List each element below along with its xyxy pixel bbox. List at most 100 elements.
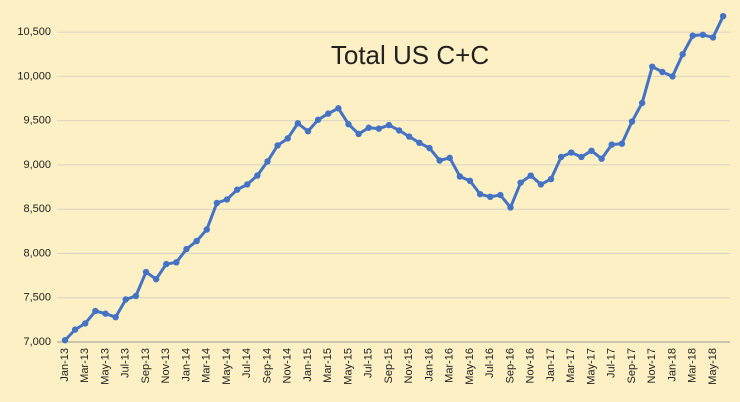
x-tick-label: Sep-17 [626, 348, 638, 383]
marker [578, 153, 585, 161]
x-tick-label: Sep-16 [504, 348, 516, 383]
y-tick-label: 8,000 [23, 247, 51, 259]
x-tick-label: Mar-15 [322, 348, 334, 383]
marker [699, 31, 707, 38]
marker [112, 314, 119, 321]
marker [335, 105, 342, 112]
y-tick-label: 7,500 [23, 292, 51, 304]
x-tick-label: Nov-13 [160, 348, 172, 383]
marker [628, 118, 636, 125]
x-tick-label: Jan-17 [545, 348, 557, 382]
x-tick-label: Jan-16 [423, 348, 435, 382]
marker [659, 68, 666, 76]
marker [618, 140, 626, 147]
marker [102, 310, 109, 317]
marker [203, 226, 210, 233]
marker [466, 177, 474, 185]
marker [233, 186, 241, 193]
x-tick-label: Jul-16 [484, 348, 496, 378]
marker [325, 110, 332, 117]
x-tick-label: Nov-14 [282, 348, 294, 383]
marker [527, 172, 534, 179]
x-tick-label: Mar-14 [201, 348, 213, 383]
marker [446, 154, 453, 162]
x-tick-label: Nov-15 [403, 348, 415, 383]
marker [476, 190, 484, 198]
grid [57, 31, 730, 343]
marker [638, 99, 646, 107]
x-tick-label: May-18 [707, 348, 719, 385]
marker [284, 135, 291, 142]
y-tick-label: 10,000 [17, 70, 51, 82]
marker [395, 127, 403, 134]
marker [365, 124, 372, 131]
marker [426, 144, 433, 152]
chart-title: Total US C+C [331, 40, 489, 70]
marker [355, 130, 362, 138]
marker [163, 260, 170, 268]
marker [294, 120, 302, 127]
marker [122, 296, 129, 303]
marker [132, 292, 140, 300]
marker [375, 125, 383, 132]
x-tick-label: Jul-17 [606, 348, 618, 378]
marker [152, 275, 160, 283]
y-tick-label: 9,000 [23, 159, 51, 171]
x-tick-label: Jul-15 [363, 348, 375, 378]
x-tick-label: Jan-18 [666, 348, 678, 382]
marker [142, 268, 150, 276]
marker [61, 337, 69, 344]
marker [345, 121, 352, 128]
marker [416, 139, 423, 146]
x-tick-label: Mar-13 [79, 348, 91, 383]
marker [537, 181, 545, 188]
x-tick-label: Mar-16 [444, 348, 456, 383]
marker [517, 179, 524, 186]
marker [588, 147, 595, 154]
marker [608, 141, 615, 148]
marker [719, 12, 727, 20]
y-tick-label: 9,500 [23, 115, 51, 127]
marker [244, 181, 251, 188]
x-tick-label: May-13 [99, 348, 111, 385]
x-tick-label: Sep-14 [261, 348, 273, 383]
marker [183, 245, 190, 253]
marker [497, 191, 504, 199]
x-tick-label: May-14 [221, 348, 233, 385]
marker [679, 51, 686, 58]
marker [598, 155, 605, 162]
marker [406, 133, 413, 140]
marker [223, 196, 231, 203]
y-tick-label: 10,500 [17, 26, 51, 38]
marker [568, 149, 575, 156]
x-tick-label: May-16 [464, 348, 476, 385]
marker [507, 204, 514, 211]
marker [264, 158, 271, 165]
x-tick-label: Jul-14 [241, 348, 253, 378]
x-tick-label: Nov-16 [525, 348, 537, 383]
y-tick-label: 7,000 [23, 336, 51, 348]
x-tick-label: May-15 [342, 348, 354, 385]
y-tick-label: 8,500 [23, 203, 51, 215]
marker [436, 157, 443, 164]
marker [314, 116, 322, 123]
x-tick-label: Jan-13 [59, 348, 71, 382]
marker [82, 320, 89, 327]
x-tick-label: Jan-14 [180, 348, 192, 382]
marker [274, 142, 281, 149]
marker [71, 326, 79, 333]
marker [669, 73, 676, 80]
x-tick-label: Mar-17 [565, 348, 577, 383]
marker [649, 63, 656, 70]
x-tick-label: May-17 [585, 348, 597, 385]
marker [213, 199, 221, 207]
x-tick-label: Jan-15 [302, 348, 314, 382]
x-tick-label: Sep-13 [140, 348, 152, 383]
marker [456, 173, 464, 180]
marker [304, 128, 312, 135]
marker [487, 193, 494, 201]
marker [173, 259, 180, 266]
marker [92, 307, 99, 315]
